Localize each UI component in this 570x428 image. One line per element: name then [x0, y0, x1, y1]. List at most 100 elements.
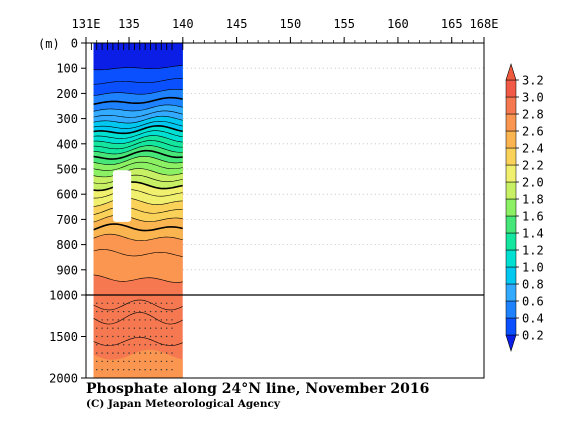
- sample-point: [155, 344, 157, 346]
- sample-point: [117, 310, 119, 313]
- sample-point: [112, 335, 114, 338]
- sample-point: [117, 369, 119, 371]
- colorbar-label: 0.6: [522, 295, 544, 309]
- sample-point: [122, 310, 125, 313]
- contour-line: [93, 312, 183, 325]
- sample-point: [171, 302, 173, 304]
- contour-line: [93, 168, 183, 178]
- sample-point: [160, 327, 162, 329]
- section-fill-layer: [93, 43, 183, 378]
- colorbar-label: 2.2: [522, 159, 544, 173]
- sample-point: [149, 302, 152, 304]
- sample-point: [106, 302, 109, 304]
- sample-point: [144, 327, 146, 329]
- sample-point: [96, 344, 98, 346]
- sample-point: [149, 335, 152, 338]
- colorbar-label: 0.4: [522, 312, 544, 326]
- sample-point: [139, 360, 141, 363]
- sample-point: [128, 344, 130, 346]
- contour-line: [93, 233, 183, 241]
- colorbar-high-triangle: [505, 62, 517, 81]
- x-tick-label: 160: [387, 17, 409, 31]
- contour-line: [93, 161, 183, 171]
- colorbar-swatch: [505, 198, 517, 217]
- sample-point: [144, 344, 146, 346]
- contour-line: [93, 104, 183, 112]
- contour-line: [93, 299, 183, 311]
- colorbar-swatch: [505, 215, 517, 234]
- sample-point: [128, 302, 130, 304]
- sample-point: [165, 360, 168, 363]
- sample-point: [149, 352, 152, 354]
- sample-point: [139, 352, 141, 354]
- fill-band: [93, 349, 183, 378]
- sample-point: [106, 352, 109, 354]
- sample-point: [149, 344, 152, 346]
- contour-line: [93, 135, 183, 145]
- contour-line: [93, 155, 183, 165]
- colorbar-low-triangle: [505, 334, 517, 353]
- sample-point: [112, 352, 114, 354]
- sample-point: [106, 310, 109, 313]
- y-tick-label: 900: [56, 263, 78, 277]
- sample-point: [112, 310, 114, 313]
- sample-point: [160, 302, 162, 304]
- sample-point: [128, 327, 130, 329]
- sample-point: [106, 369, 109, 371]
- sample-point: [101, 302, 103, 304]
- y-tick-label: 2000: [49, 372, 78, 386]
- sample-point: [171, 352, 173, 354]
- sample-point: [149, 360, 152, 363]
- sample-point: [122, 319, 125, 321]
- sample-point: [106, 360, 109, 363]
- sample-point: [128, 352, 130, 354]
- sample-point: [96, 310, 98, 313]
- sample-point: [122, 344, 125, 346]
- sample-point: [101, 310, 103, 313]
- sample-point: [139, 319, 141, 321]
- colorbar-label: 0.8: [522, 278, 544, 292]
- sample-point: [117, 344, 119, 346]
- sample-point: [139, 369, 141, 371]
- sample-point: [117, 302, 119, 304]
- axes-layer: 131E 135 140 145 150 155 160 165 168E 0 100 200 300 4…: [49, 17, 498, 386]
- sample-point: [149, 319, 152, 321]
- sample-point: [160, 360, 162, 363]
- sample-point: [106, 344, 109, 346]
- sample-point: [171, 310, 173, 313]
- sample-point: [139, 310, 141, 313]
- colorbar: 0.2 0.4 0.6 0.8 1.0 1.2 1.4 1.6 1.8 2.0 2.2 2.4 2.6 2…: [505, 62, 544, 353]
- y-tick-label: 600: [56, 188, 78, 202]
- colorbar-label: 1.2: [522, 244, 544, 258]
- contour-line: [93, 189, 183, 199]
- sample-point: [96, 352, 98, 354]
- x-tick-label: 155: [333, 17, 355, 31]
- sample-point: [144, 360, 146, 363]
- colorbar-label: 1.4: [522, 227, 544, 241]
- sample-point: [144, 369, 146, 371]
- sample-point: [133, 352, 136, 354]
- sample-point: [160, 319, 162, 321]
- sample-point: [112, 327, 114, 329]
- sample-point: [165, 310, 168, 313]
- sample-point: [117, 319, 119, 321]
- sample-point: [112, 302, 114, 304]
- chart-credit: (C) Japan Meteorological Agency: [86, 398, 281, 410]
- y-tick-label: 800: [56, 238, 78, 252]
- lower-panel-fill: [93, 295, 183, 378]
- y-tick-label: 1500: [49, 330, 78, 344]
- contour-line: [93, 110, 183, 118]
- sample-point: [160, 344, 162, 346]
- sample-point: [155, 335, 157, 338]
- sample-point: [133, 360, 136, 363]
- contour-line: [93, 197, 183, 207]
- sample-point: [122, 360, 125, 363]
- contour-line: [93, 140, 183, 150]
- sample-point: [106, 335, 109, 338]
- contour-line: [93, 149, 183, 160]
- sample-point: [165, 327, 168, 329]
- sample-point: [149, 369, 152, 371]
- contour-line: [93, 65, 183, 71]
- colorbar-swatch: [505, 266, 517, 285]
- sample-point: [112, 344, 114, 346]
